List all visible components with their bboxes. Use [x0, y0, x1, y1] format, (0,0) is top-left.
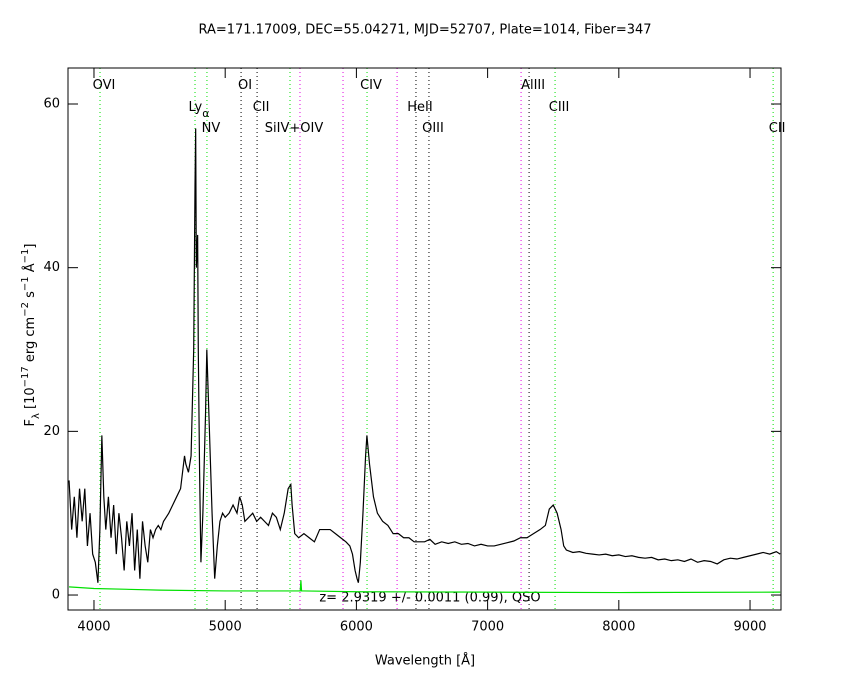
y-tick-label: 60 — [43, 97, 60, 112]
line-label-text: CII — [769, 121, 786, 136]
y-axis-label-part: Å — [22, 263, 38, 276]
x-tick-label: 4000 — [77, 620, 110, 635]
y-axis-label-part: −1 — [20, 249, 31, 264]
y-axis-label-part: −1 — [20, 276, 31, 291]
plot-frame — [67, 67, 782, 611]
line-label: HeII — [407, 100, 432, 115]
y-tick-label: 20 — [43, 424, 60, 439]
line-label-text: CIII — [549, 100, 570, 115]
y-axis-label-part: −17 — [20, 366, 31, 387]
y-axis-label-part: s — [23, 291, 38, 302]
line-label: CIII — [549, 100, 570, 115]
y-axis-label-part: erg cm — [23, 317, 38, 366]
line-label: CII — [769, 121, 786, 136]
line-label: OVI — [93, 78, 116, 93]
series-line — [68, 128, 781, 583]
line-label: SiIV+OIV — [265, 121, 324, 136]
line-label: CII — [253, 100, 270, 115]
line-label-text: HeII — [407, 100, 432, 115]
line-label-sub: α — [202, 107, 209, 120]
line-label: AlIII — [521, 78, 545, 93]
y-axis-label-part: λ — [31, 413, 42, 419]
x-axis-label: Wavelength [Å] — [375, 653, 475, 669]
annotation: z= 2.9319 +/- 0.0011 (0.99), QSO — [319, 591, 540, 606]
line-label: OIII — [422, 121, 444, 136]
line-label-text: SiIV+OIV — [265, 121, 324, 136]
y-axis-label-part: F — [23, 419, 38, 426]
line-label-text: OVI — [93, 78, 116, 93]
line-label-text: AlIII — [521, 78, 545, 93]
chart-title: RA=171.17009, DEC=55.04271, MJD=52707, P… — [198, 23, 651, 38]
line-label-text: CIV — [360, 78, 382, 93]
line-label-text: NV — [202, 121, 221, 136]
line-label: OI — [238, 78, 252, 93]
line-label: Lyα — [189, 100, 210, 120]
x-tick-label: 6000 — [340, 620, 373, 635]
y-tick-label: 40 — [43, 260, 60, 275]
series-line — [69, 580, 781, 594]
x-tick-label: 8000 — [602, 620, 635, 635]
line-label-text: OIII — [422, 121, 444, 136]
x-tick-label: 9000 — [733, 620, 766, 635]
line-label-text: CII — [253, 100, 270, 115]
line-label: CIV — [360, 78, 382, 93]
line-label-text: Ly — [189, 100, 203, 115]
y-axis-label-part: ] — [23, 244, 38, 249]
line-label: NV — [202, 121, 221, 136]
y-axis-label: Fλ [10−17 erg cm−2 s−1 Å−1] — [20, 244, 42, 427]
line-label-text: OI — [238, 78, 252, 93]
x-tick-label: 5000 — [209, 620, 242, 635]
y-axis-label-part: −2 — [20, 302, 31, 317]
y-axis-label-part: [10 — [23, 387, 38, 413]
x-tick-label: 7000 — [471, 620, 504, 635]
y-tick-label: 0 — [52, 588, 60, 603]
